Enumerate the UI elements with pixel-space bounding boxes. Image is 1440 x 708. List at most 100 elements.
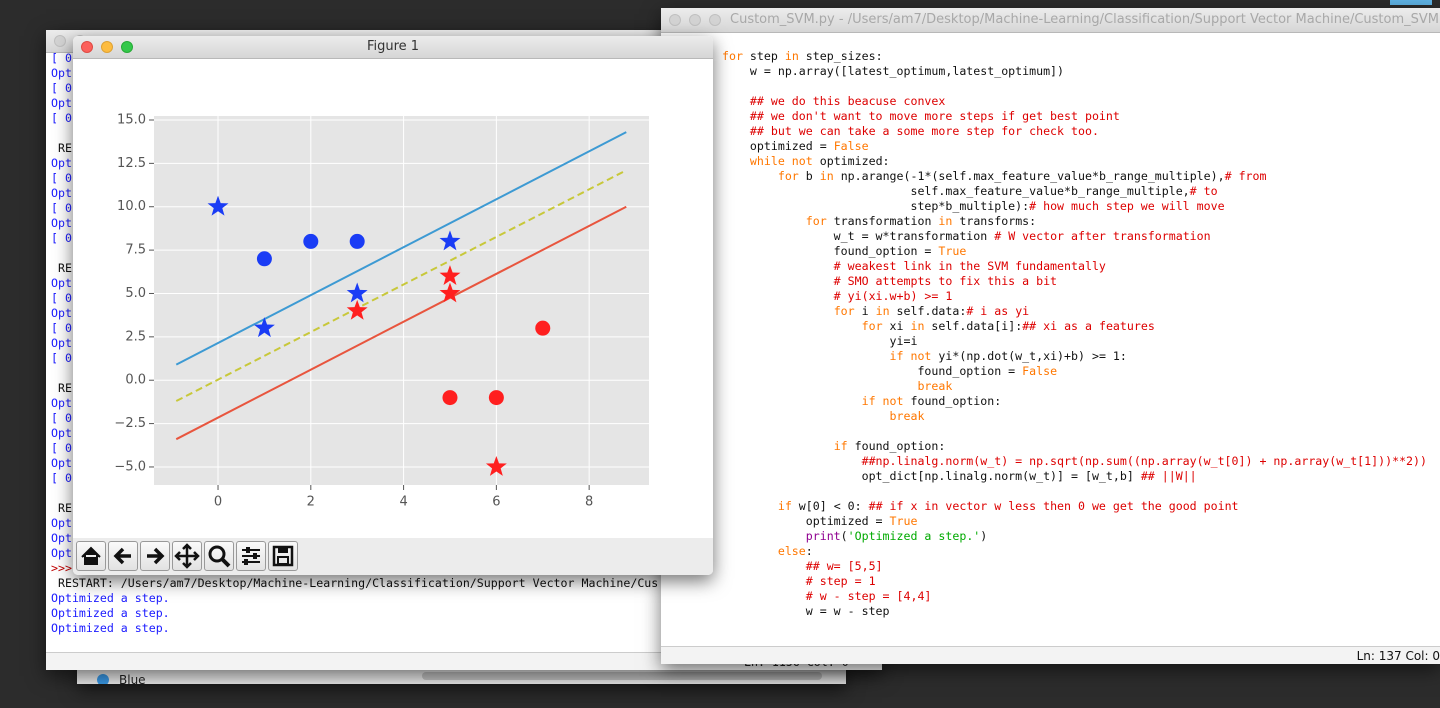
text-segment: RE bbox=[51, 261, 72, 275]
text-segment: found_option = bbox=[722, 244, 939, 258]
text-line: [ 0 bbox=[51, 441, 72, 456]
text-line: # step = 1 bbox=[722, 574, 876, 589]
text-segment: step*b_multiple): bbox=[722, 199, 1030, 213]
text-line: opt_dict[np.linalg.norm(w_t)] = [w_t,b] … bbox=[722, 469, 1197, 484]
text-line: w = np.array([latest_optimum,latest_opti… bbox=[722, 64, 1064, 79]
scrollbar[interactable] bbox=[422, 672, 822, 680]
text-segment: else bbox=[777, 544, 806, 558]
text-segment: [ 0 bbox=[51, 441, 72, 455]
text-segment: Optimized a step. bbox=[51, 606, 170, 620]
text-segment: break bbox=[722, 409, 925, 423]
text-segment: in bbox=[819, 169, 834, 183]
y-tick-label: −2.5 bbox=[114, 416, 146, 431]
text-line: for transformation in transforms: bbox=[722, 214, 1036, 229]
forward-button[interactable] bbox=[140, 541, 170, 571]
text-segment: if not bbox=[889, 349, 932, 363]
text-line: found_option = False bbox=[722, 364, 1057, 379]
close-button[interactable] bbox=[81, 41, 93, 53]
title-bar: Custom_SVM.py - /Users/am7/Desktop/Machi… bbox=[661, 8, 1440, 33]
circle-point bbox=[256, 251, 272, 267]
text-segment: : bbox=[805, 544, 813, 558]
title-bar: Figure 1 bbox=[73, 36, 713, 59]
text-line: [ 0 bbox=[51, 471, 72, 486]
text-segment: Opt bbox=[51, 186, 72, 200]
text-segment: i bbox=[854, 304, 876, 318]
text-line: [ 0 bbox=[51, 111, 72, 126]
close-button[interactable] bbox=[669, 14, 681, 26]
y-tick-label: 2.5 bbox=[125, 329, 146, 344]
text-segment: RE bbox=[51, 141, 72, 155]
minimize-button[interactable] bbox=[101, 41, 113, 53]
y-tick-label: 10.0 bbox=[117, 199, 146, 214]
text-segment: step bbox=[742, 49, 785, 63]
radio-button[interactable] bbox=[97, 674, 109, 684]
save-button[interactable] bbox=[268, 541, 298, 571]
y-tick-label: 7.5 bbox=[125, 243, 146, 258]
text-segment: # W vector after transformation bbox=[994, 229, 1211, 243]
text-line: Opt bbox=[51, 156, 72, 171]
status-text: Ln: 137 Col: 0 bbox=[1356, 649, 1440, 663]
text-segment: self.max_feature_value*b_range_multiple, bbox=[722, 184, 1190, 198]
text-segment: np.arange(-1*(self.max_feature_value*b_r… bbox=[833, 169, 1225, 183]
text-line: Opt bbox=[51, 426, 72, 441]
text-segment: Opt bbox=[51, 456, 72, 470]
zoom-button[interactable] bbox=[204, 541, 234, 571]
back-button[interactable] bbox=[108, 541, 138, 571]
text-line: Opt bbox=[51, 531, 72, 546]
text-line: for b in np.arange(-1*(self.max_feature_… bbox=[722, 169, 1267, 184]
text-line: if not found_option: bbox=[722, 394, 1002, 409]
figure-title: Figure 1 bbox=[366, 39, 420, 54]
home-button[interactable] bbox=[76, 541, 106, 571]
minimize-button[interactable] bbox=[689, 14, 701, 26]
text-segment bbox=[722, 394, 862, 408]
text-line: w = w - step bbox=[722, 604, 890, 619]
text-line: Opt bbox=[51, 306, 72, 321]
text-segment: self.data[i]: bbox=[924, 319, 1023, 333]
text-segment: ## w= [5,5] bbox=[722, 559, 883, 573]
text-segment: w = np.array([latest_optimum,latest_opti… bbox=[722, 64, 1065, 78]
fit-line bbox=[175, 169, 627, 402]
star-point bbox=[253, 317, 275, 338]
configure-button[interactable] bbox=[236, 541, 266, 571]
text-line: Opt bbox=[51, 456, 72, 471]
text-segment: # i as yi bbox=[966, 304, 1030, 318]
text-segment: True bbox=[938, 244, 967, 258]
text-segment: in bbox=[784, 49, 799, 63]
text-segment bbox=[722, 319, 862, 333]
fit-line bbox=[175, 205, 627, 441]
star-point bbox=[207, 195, 229, 216]
text-segment: ## if x in vector w less then 0 we get t… bbox=[868, 499, 1239, 513]
star-point bbox=[346, 282, 368, 303]
text-line: print('Optimized a step.') bbox=[722, 529, 988, 544]
chart: −5.0 −2.5 0.0 2.5 5.0 7.5 10.0 12.5 15.0 0 2 4 6 8 bbox=[114, 112, 649, 510]
fit-line bbox=[175, 131, 627, 366]
text-segment: Opt bbox=[51, 216, 72, 230]
zoom-button[interactable] bbox=[709, 14, 721, 26]
text-line: Optimized a step. bbox=[51, 621, 170, 636]
text-line: # yi(xi.w+b) >= 1 bbox=[722, 289, 953, 304]
text-segment: b bbox=[798, 169, 820, 183]
text-segment: [ 0 bbox=[51, 321, 72, 335]
pan-button[interactable] bbox=[172, 541, 202, 571]
text-line: # weakest link in the SVM fundamentally bbox=[722, 259, 1106, 274]
text-line: w_t = w*transformation # W vector after … bbox=[722, 229, 1211, 244]
text-segment: 'Optimized a step.' bbox=[847, 529, 981, 543]
close-button[interactable] bbox=[54, 35, 66, 47]
text-segment: [ 0 bbox=[51, 111, 72, 125]
y-tick-label: 12.5 bbox=[117, 156, 146, 171]
menu-accent bbox=[1390, 0, 1432, 5]
zoom-button[interactable] bbox=[121, 41, 133, 53]
text-segment: Opt bbox=[51, 396, 72, 410]
text-line: ## w= [5,5] bbox=[722, 559, 883, 574]
text-segment: in bbox=[875, 304, 890, 318]
text-line: Optimized a step. bbox=[51, 606, 170, 621]
y-tick-label: 5.0 bbox=[125, 286, 146, 301]
text-segment: >>> bbox=[51, 561, 72, 575]
text-line: if not yi*(np.dot(w_t,xi)+b) >= 1: bbox=[722, 349, 1127, 364]
circle-point bbox=[442, 390, 458, 406]
text-segment: # to bbox=[1189, 184, 1218, 198]
text-line: [ 0 bbox=[51, 291, 72, 306]
text-segment: for bbox=[777, 169, 799, 183]
text-segment bbox=[722, 169, 778, 183]
text-segment: # yi(xi.w+b) >= 1 bbox=[722, 289, 953, 303]
